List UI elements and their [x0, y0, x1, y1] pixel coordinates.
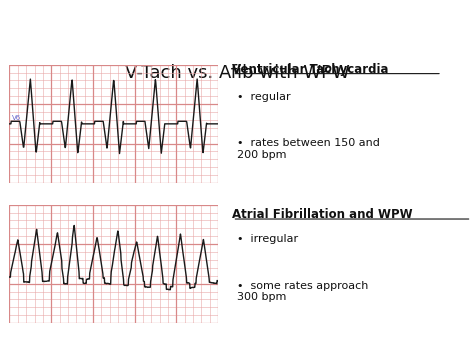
Text: Atrial Fibrillation and WPW: Atrial Fibrillation and WPW [232, 208, 413, 221]
Text: Ventricular Tachycardia: Ventricular Tachycardia [232, 62, 389, 76]
Text: V6: V6 [11, 115, 21, 121]
Text: SF: SF [43, 10, 68, 29]
Text: University of California, San Francisco: University of California, San Francisco [81, 11, 252, 20]
Text: •  regular: • regular [237, 92, 291, 102]
Text: EMERGENCY MEDICINE: EMERGENCY MEDICINE [7, 40, 122, 49]
Text: V-Tach vs. Afib with WPW: V-Tach vs. Afib with WPW [125, 64, 349, 82]
Text: •  some rates approach
300 bpm: • some rates approach 300 bpm [237, 281, 369, 302]
Text: •  rates between 150 and
200 bpm: • rates between 150 and 200 bpm [237, 138, 380, 160]
Text: •  irregular: • irregular [237, 234, 299, 244]
Text: UC: UC [9, 10, 37, 29]
